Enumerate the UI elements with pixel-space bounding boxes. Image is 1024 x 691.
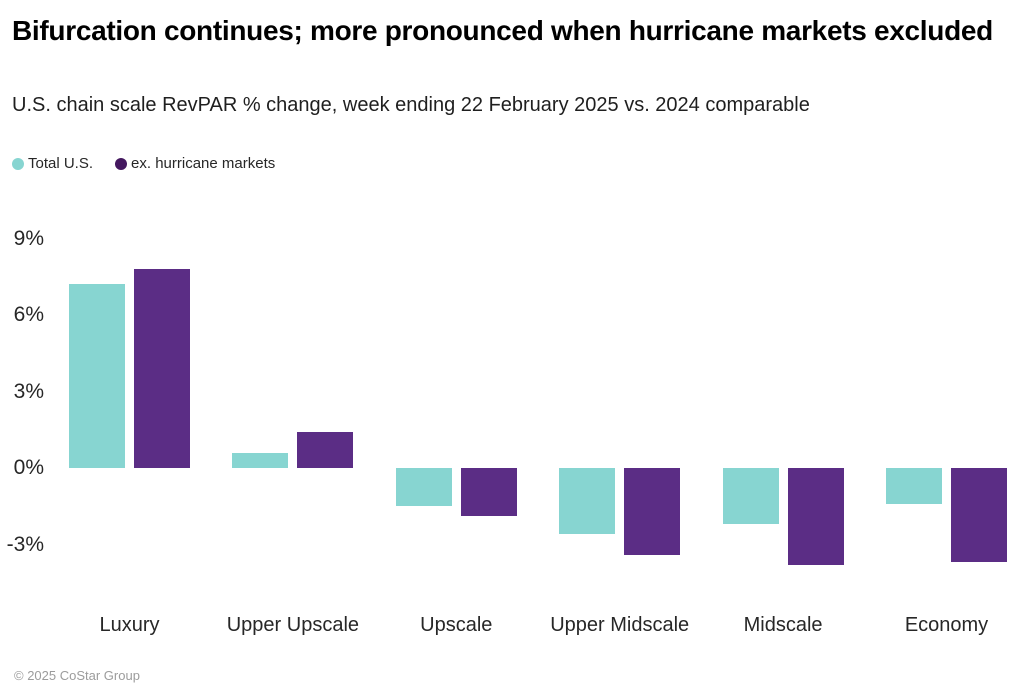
- y-tick-neg3pct: -3%: [6, 532, 44, 556]
- bar-total-u-s-upper-midscale: [559, 468, 616, 535]
- legend-marker-total-us-icon: [12, 157, 24, 170]
- bar-ex-hurricane-markets-upper-midscale: [624, 468, 681, 555]
- bar-total-u-s-economy: [886, 468, 942, 504]
- x-label-economy: Economy: [904, 614, 989, 636]
- legend-item-ex-hurricane: ex. hurricane markets: [115, 155, 275, 172]
- bar-total-u-s-midscale: [722, 468, 779, 525]
- bar-total-u-s-upper-upscale: [232, 452, 289, 468]
- bar-total-u-s-luxury: [69, 284, 125, 468]
- y-tick-6pct: 6%: [13, 303, 44, 326]
- legend-item-total-us: Total U.S.: [12, 155, 93, 172]
- y-tick-9pct: 9%: [13, 226, 44, 250]
- legend-label-total-us: Total U.S.: [28, 155, 94, 172]
- y-tick-0pct: 0%: [13, 456, 44, 479]
- bar-ex-hurricane-markets-midscale: [787, 468, 844, 565]
- x-label-luxury: Luxury: [99, 614, 160, 636]
- bar-total-u-s-upscale: [395, 468, 452, 507]
- copyright-note: © 2025 CoStar Group: [14, 668, 140, 683]
- x-label-upper-upscale: Upper Upscale: [226, 614, 360, 636]
- bar-ex-hurricane-markets-economy: [951, 468, 1007, 563]
- bar-ex-hurricane-markets-upscale: [460, 468, 517, 517]
- x-label-upscale: Upscale: [420, 614, 493, 636]
- chart-legend: Total U.S. ex. hurricane markets: [12, 155, 275, 172]
- legend-label-ex-hurricane: ex. hurricane markets: [131, 155, 276, 172]
- x-label-midscale: Midscale: [743, 614, 823, 636]
- bar-ex-hurricane-markets-luxury: [134, 269, 190, 468]
- bar-ex-hurricane-markets-upper-upscale: [297, 432, 354, 468]
- x-label-upper-midscale: Upper Midscale: [550, 614, 690, 636]
- legend-marker-ex-hurricane-icon: [115, 157, 128, 170]
- chart-subtitle: U.S. chain scale RevPAR % change, week e…: [12, 94, 810, 116]
- chart-title: Bifurcation continues; more pronounced w…: [12, 15, 993, 46]
- y-tick-3pct: 3%: [13, 379, 44, 403]
